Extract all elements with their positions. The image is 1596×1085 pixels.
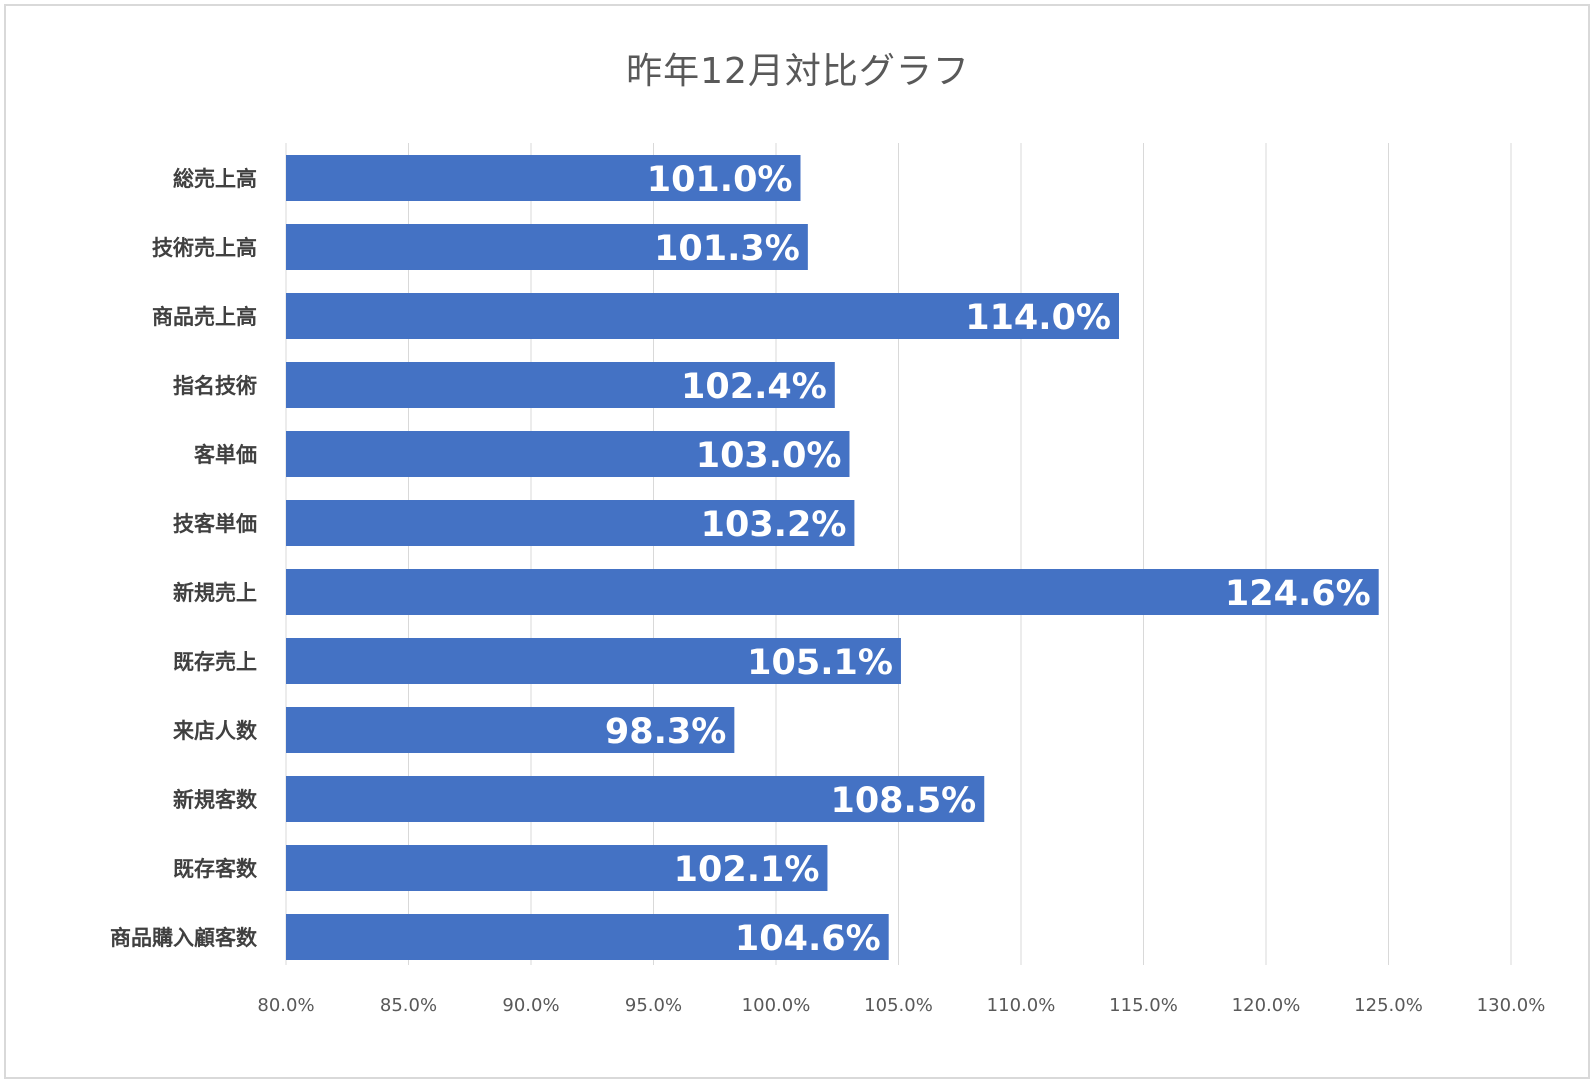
bar [286,707,735,753]
bar [286,293,1119,339]
data-label: 98.3% [605,712,726,752]
category-label: 商品購入顧客数 [110,926,258,950]
category-label: 指名技術 [173,374,257,398]
x-tick-label: 80.0% [257,995,314,1016]
data-label: 102.1% [674,850,820,890]
data-label: 105.1% [747,643,893,683]
data-label: 114.0% [965,298,1111,338]
category-labels: 総売上高技術売上高商品売上高指名技術客単価技客単価新規売上既存売上来店人数新規客… [110,167,258,950]
x-tick-label: 120.0% [1232,995,1301,1016]
bar [286,362,835,408]
category-label: 技術売上高 [152,236,257,260]
category-label: 商品売上高 [152,305,257,329]
category-label: 総売上高 [173,167,257,191]
x-tick-label: 95.0% [625,995,682,1016]
data-label: 103.2% [701,505,847,545]
bar [286,155,801,201]
category-label: 新規売上 [173,581,257,605]
data-label: 124.6% [1225,574,1371,614]
bar [286,500,855,546]
x-tick-label: 85.0% [380,995,437,1016]
x-tick-label: 90.0% [502,995,559,1016]
bar [286,224,808,270]
data-label: 108.5% [830,781,976,821]
category-label: 既存売上 [173,650,257,674]
bar [286,776,985,822]
category-label: 来店人数 [173,719,258,743]
data-label: 101.3% [654,229,800,269]
chart-title: 昨年12月対比グラフ [626,51,970,92]
data-label: 102.4% [681,367,827,407]
bar [286,638,901,684]
x-tick-label: 130.0% [1477,995,1546,1016]
x-axis-tick-labels: 80.0% 85.0% 90.0% 95.0% 100.0% 105.0% 110.0% 11… [257,995,1545,1016]
category-label: 客単価 [194,443,257,467]
gridlines [285,143,1512,965]
category-label: 技客単価 [173,512,257,536]
x-tick-label: 110.0% [987,995,1056,1016]
bars [286,155,1379,960]
data-label: 101.0% [647,160,793,200]
data-label: 103.0% [696,436,842,476]
x-tick-label: 105.0% [864,995,933,1016]
data-labels: 101.0% 101.3% 114.0% 102.4% 103.0% 103.2% 124.… [605,160,1371,959]
bar [286,845,828,891]
x-tick-label: 115.0% [1109,995,1178,1016]
bar [286,914,889,960]
category-label: 既存客数 [173,857,258,881]
bar [286,569,1379,615]
bar [286,431,850,477]
x-tick-label: 100.0% [742,995,811,1016]
x-tick-label: 125.0% [1354,995,1423,1016]
category-label: 新規客数 [173,788,258,812]
data-label: 104.6% [735,919,881,959]
